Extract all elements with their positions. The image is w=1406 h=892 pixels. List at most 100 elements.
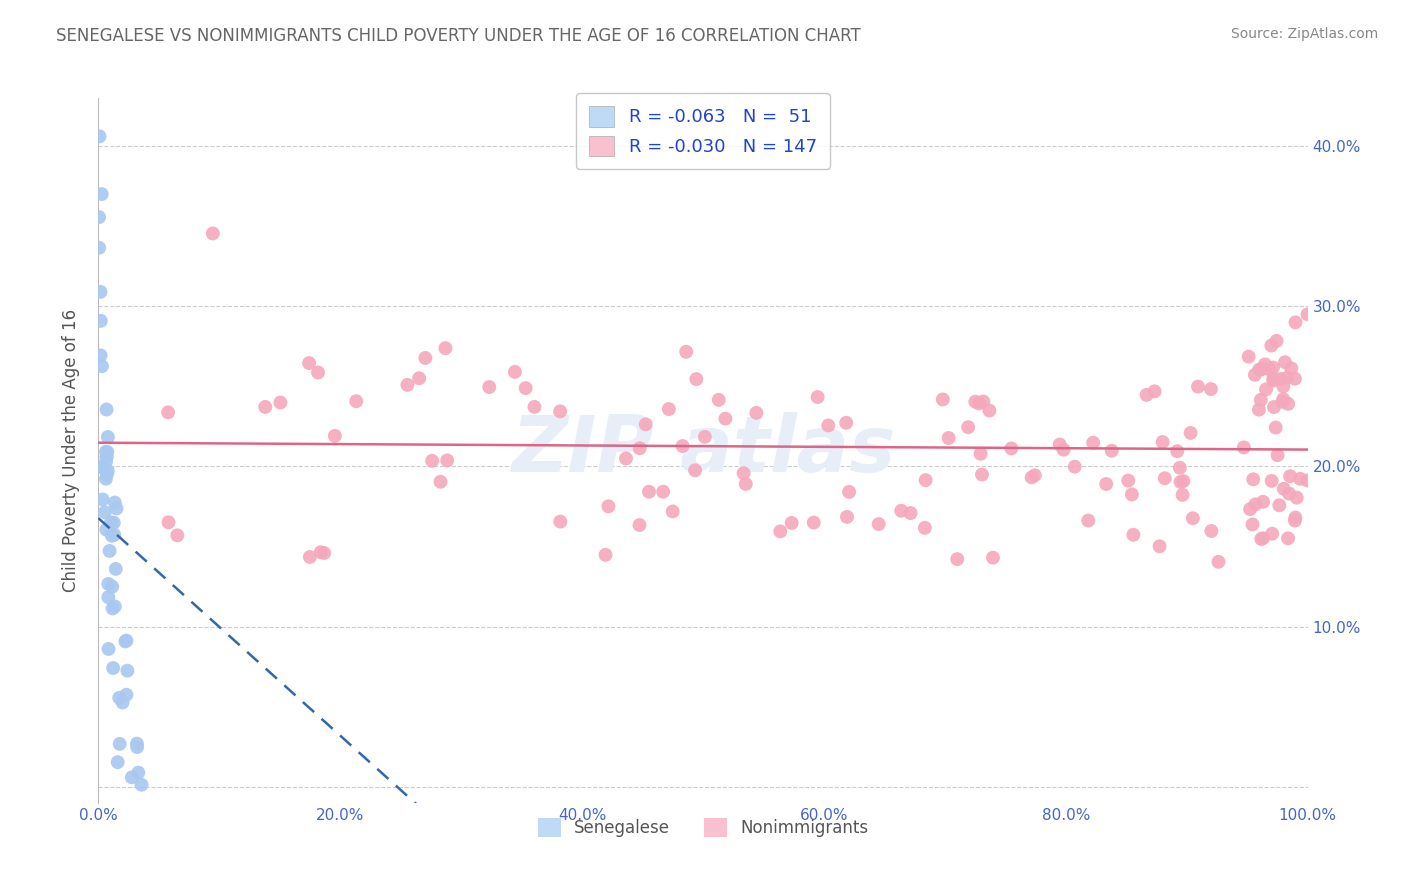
Point [1021,470,1043,484]
Point [671,439,693,453]
Point [1244,497,1267,511]
Point [780,516,803,530]
Point [1152,435,1174,450]
Point [1083,435,1105,450]
Point [1168,460,1191,475]
Point [1285,491,1308,505]
Point [900,506,922,520]
Point [100,516,122,530]
Point [890,504,912,518]
Point [707,392,730,407]
Point [98,544,121,558]
Point [628,518,651,533]
Point [127,765,149,780]
Point [429,475,451,489]
Point [408,371,430,385]
Point [1274,355,1296,369]
Point [1271,394,1294,409]
Point [1284,315,1306,329]
Point [967,396,990,410]
Point [121,770,143,784]
Point [661,504,683,518]
Point [1171,488,1194,502]
Point [523,400,546,414]
Point [157,405,180,419]
Point [96,467,118,482]
Point [1265,334,1288,348]
Point [1254,383,1277,397]
Text: Source: ZipAtlas.com: Source: ZipAtlas.com [1230,27,1378,41]
Point [1201,524,1223,538]
Point [868,517,890,532]
Point [1233,441,1256,455]
Text: SENEGALESE VS NONIMMIGRANTS CHILD POVERTY UNDER THE AGE OF 16 CORRELATION CHART: SENEGALESE VS NONIMMIGRANTS CHILD POVERT… [56,27,860,45]
Point [1241,472,1264,486]
Point [1272,392,1295,407]
Point [1000,442,1022,456]
Point [1166,444,1188,458]
Point [1258,362,1281,376]
Point [90,359,112,373]
Point [101,601,124,615]
Point [1263,371,1285,385]
Point [298,549,321,564]
Point [1122,528,1144,542]
Point [1263,400,1285,414]
Point [1250,392,1272,407]
Point [396,378,419,392]
Point [94,455,117,469]
Point [108,690,131,705]
Point [96,450,118,465]
Point [94,444,117,458]
Point [1143,384,1166,399]
Point [1263,360,1285,375]
Point [108,737,131,751]
Point [107,755,129,769]
Point [817,418,839,433]
Point [598,500,620,514]
Point [1101,443,1123,458]
Point [307,366,329,380]
Point [1296,307,1319,321]
Point [323,429,346,443]
Point [685,372,707,386]
Point [734,477,756,491]
Point [104,495,127,509]
Point [269,395,291,409]
Point [1237,350,1260,364]
Point [652,484,675,499]
Point [769,524,792,539]
Point [125,737,148,751]
Point [87,210,110,224]
Point [115,633,138,648]
Point [201,227,224,241]
Point [1250,362,1272,376]
Point [745,406,768,420]
Point [420,454,443,468]
Point [89,241,111,255]
Point [628,442,651,456]
Point [1279,361,1302,376]
Point [1263,374,1285,388]
Point [1049,437,1071,451]
Point [1077,514,1099,528]
Point [838,484,860,499]
Point [1250,532,1272,546]
Point [1264,420,1286,434]
Point [1244,368,1267,382]
Point [1289,472,1312,486]
Point [1260,474,1282,488]
Point [614,451,637,466]
Point [1247,362,1270,376]
Point [97,642,120,657]
Point [1277,532,1299,546]
Point [436,453,458,467]
Point [96,445,118,459]
Point [1095,477,1118,491]
Point [1181,511,1204,525]
Point [515,381,537,395]
Point [1275,370,1298,384]
Text: ZIP atlas: ZIP atlas [510,412,896,489]
Point [1268,498,1291,512]
Point [415,351,437,365]
